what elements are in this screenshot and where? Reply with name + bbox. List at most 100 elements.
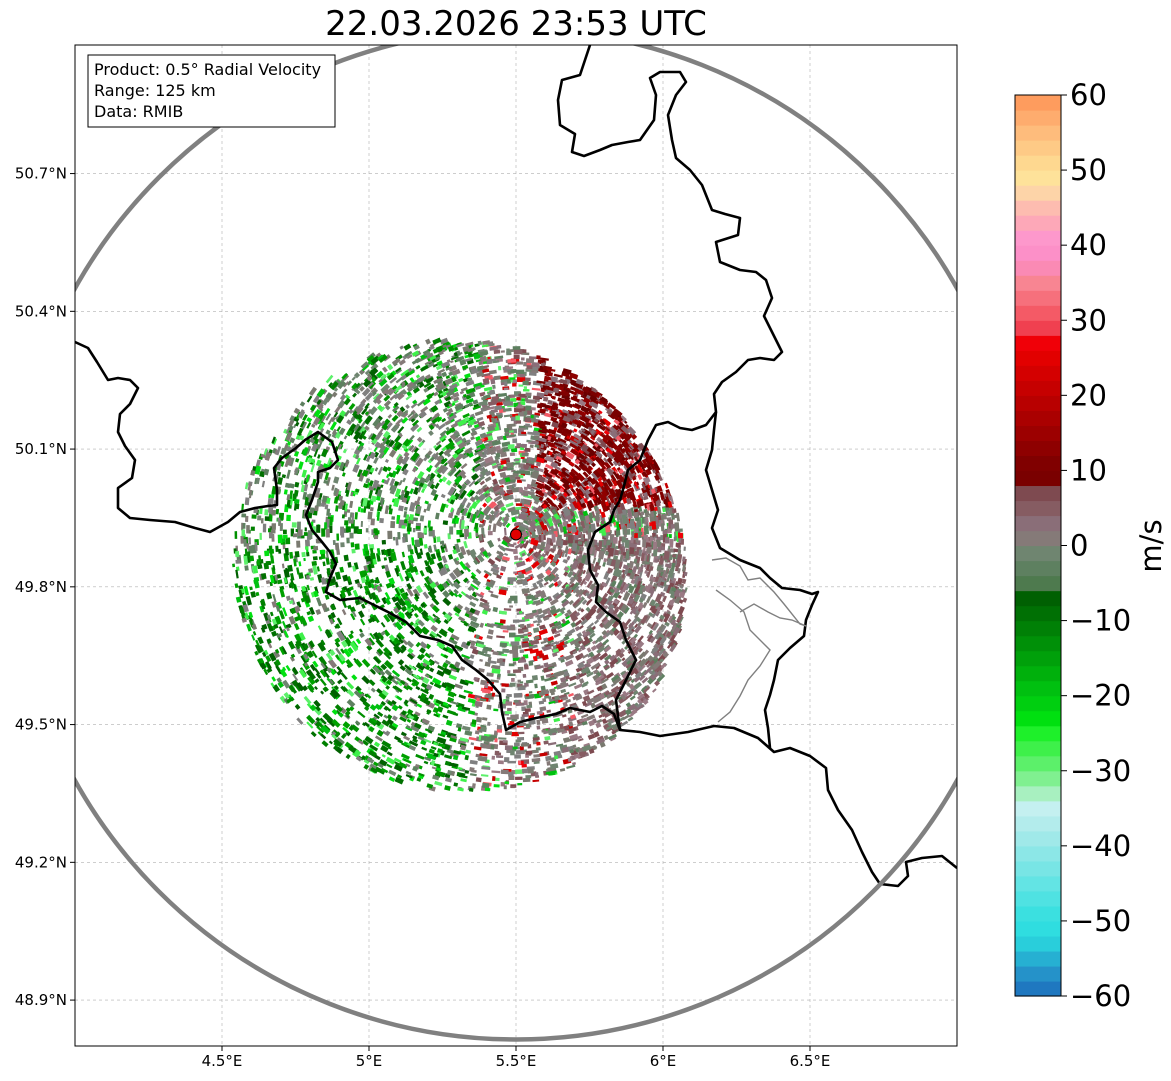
colorbar-segment (1015, 410, 1061, 426)
luxembourg-germany-border (704, 411, 820, 749)
colorbar-tick-label: −30 (1070, 754, 1131, 788)
colorbar-segment (1015, 530, 1061, 547)
colorbar-segment (1015, 875, 1061, 892)
lat-tick-label: 50.1°N (15, 440, 67, 458)
radar-range-ring (75, 45, 957, 1042)
district-border-1 (711, 557, 807, 627)
latitude-axis: 50.7°N 50.4°N 50.1°N 49.8°N 49.5°N 49.2°N 48.9… (15, 165, 75, 1009)
colorbar-segment (1015, 320, 1061, 336)
colorbar-tick-label: −20 (1070, 679, 1131, 713)
colorbar-segment (1015, 425, 1061, 441)
colorbar-segment (1015, 980, 1061, 997)
lon-tick-label: 5°E (356, 1052, 383, 1070)
colorbar-segment (1015, 605, 1061, 622)
colorbar-segment (1015, 470, 1061, 487)
colorbar-segment (1015, 125, 1061, 141)
colorbar-segment (1015, 290, 1061, 306)
colorbar-segment (1015, 770, 1061, 787)
info-product: Product: 0.5° Radial Velocity (94, 60, 321, 79)
colorbar-segment (1015, 830, 1061, 847)
colorbar-segment (1015, 230, 1061, 246)
colorbar-tick-label: 10 (1070, 453, 1107, 487)
colorbar-ticks: 60 50 40 30 20 10 0 −10 −20 −30 −40 −50 −60 (1061, 78, 1131, 1013)
colorbar-segment (1015, 635, 1061, 652)
colorbar-segment (1015, 185, 1061, 201)
colorbar-segment (1015, 815, 1061, 832)
colorbar-segment (1015, 710, 1061, 727)
map-title: 22.03.2026 23:53 UTC (325, 4, 707, 44)
colorbar-segment (1015, 170, 1061, 186)
colorbar-segment (1015, 905, 1061, 922)
belgium-luxembourg-germany-border (556, 45, 784, 731)
colorbar-segment (1015, 785, 1061, 802)
country-borders (75, 45, 957, 888)
colorbar-segment (1015, 500, 1061, 517)
colorbar-segment (1015, 800, 1061, 817)
colorbar-segment (1015, 380, 1061, 396)
colorbar-tick-label: 50 (1070, 153, 1107, 187)
lat-tick-label: 50.7°N (15, 165, 67, 183)
colorbar: 60 50 40 30 20 10 0 −10 −20 −30 −40 −50 −60 m/s (1014, 78, 1168, 1013)
colorbar-segment (1015, 590, 1061, 607)
colorbar-unit-label: m/s (1134, 519, 1168, 572)
colorbar-segment (1015, 200, 1061, 216)
colorbar-segment (1015, 860, 1061, 877)
regional-borders (711, 557, 807, 723)
lon-tick-label: 5.5°E (496, 1052, 537, 1070)
lat-tick-label: 48.9°N (15, 991, 67, 1009)
info-box: Product: 0.5° Radial Velocity Range: 125… (87, 54, 336, 128)
lon-tick-label: 6°E (650, 1052, 677, 1070)
colorbar-tick-label: 30 (1070, 303, 1107, 337)
colorbar-segment (1015, 95, 1061, 111)
colorbar-segment (1015, 920, 1061, 937)
colorbar-segment (1015, 575, 1061, 592)
colorbar-tick-label: 0 (1070, 529, 1088, 563)
colorbar-segment (1015, 245, 1061, 261)
colorbar-segment (1015, 725, 1061, 742)
lat-tick-label: 49.8°N (15, 578, 67, 596)
colorbar-segment (1015, 275, 1061, 291)
district-border-3 (739, 603, 807, 627)
colorbar-segment (1015, 890, 1061, 907)
colorbar-segment (1015, 560, 1061, 577)
colorbar-segment (1015, 485, 1061, 502)
colorbar-segment (1015, 740, 1061, 757)
colorbar-segment (1015, 140, 1061, 156)
lat-tick-label: 50.4°N (15, 302, 67, 320)
lon-tick-label: 6.5°E (790, 1052, 831, 1070)
colorbar-segment (1015, 110, 1061, 126)
longitude-axis: 4.5°E 5°E 5.5°E 6°E 6.5°E (202, 1046, 831, 1070)
colorbar-segment (1015, 215, 1061, 231)
colorbar-segment (1015, 515, 1061, 532)
info-data-source: Data: RMIB (94, 102, 183, 121)
colorbar-segment (1015, 695, 1061, 712)
lon-tick-label: 4.5°E (202, 1052, 243, 1070)
colorbar-segment (1015, 155, 1061, 171)
colorbar-segment (1015, 965, 1061, 982)
lat-tick-label: 49.2°N (15, 853, 67, 871)
colorbar-segment (1015, 950, 1061, 967)
colorbar-segment (1015, 845, 1061, 862)
colorbar-segment (1015, 665, 1061, 682)
france-belgium-border-west (75, 340, 957, 888)
info-box-frame (87, 54, 336, 128)
radar-site-marker (510, 528, 522, 541)
district-border-2 (715, 589, 771, 723)
colorbar-segment (1015, 395, 1061, 411)
colorbar-segment (1015, 350, 1061, 366)
colorbar-gradient (1015, 95, 1061, 997)
lat-tick-label: 49.5°N (15, 716, 67, 734)
colorbar-segment (1015, 935, 1061, 952)
colorbar-segment (1015, 335, 1061, 351)
colorbar-tick-label: 40 (1070, 228, 1107, 262)
colorbar-segment (1015, 620, 1061, 637)
colorbar-segment (1015, 755, 1061, 772)
radar-velocity-echoes (232, 337, 688, 792)
colorbar-segment (1015, 455, 1061, 472)
colorbar-segment (1015, 650, 1061, 667)
colorbar-tick-label: −40 (1070, 829, 1131, 863)
colorbar-segment (1015, 680, 1061, 697)
colorbar-tick-label: −50 (1070, 904, 1131, 938)
colorbar-segment (1015, 440, 1061, 456)
